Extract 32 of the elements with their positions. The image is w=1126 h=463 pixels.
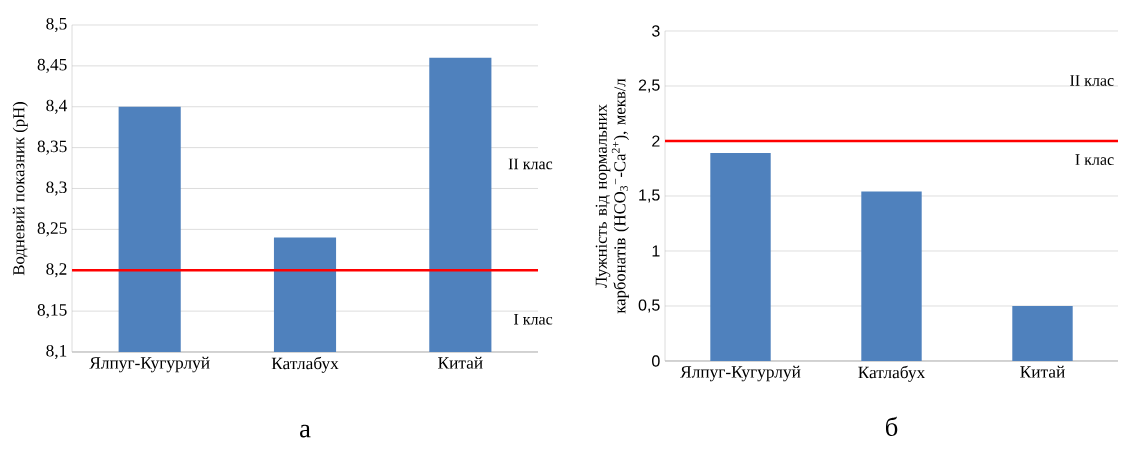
y-tick-label: 1 bbox=[652, 245, 660, 257]
y-tick-label: 1,5 bbox=[639, 189, 660, 203]
y-axis-title: Водневий показник (pH) bbox=[12, 102, 28, 276]
x-tick-label: Катлабух bbox=[858, 365, 926, 382]
y-tick-label: 8,1 bbox=[46, 344, 67, 360]
y-tick-label: 8,5 bbox=[46, 17, 67, 33]
y-tick-label: 8,4 bbox=[46, 99, 68, 114]
x-tick-label: Китай bbox=[438, 356, 483, 369]
y-tick-label: 2,5 bbox=[638, 79, 660, 93]
text: а bbox=[300, 424, 311, 438]
x-tick-label: Ялпуг-Кугурлуй bbox=[680, 365, 801, 382]
x-tick-label: Ялпуг-Кугурлуй bbox=[89, 356, 210, 373]
annotation: I клас bbox=[1075, 154, 1114, 165]
y-tick-label: 8,3 bbox=[46, 181, 67, 196]
x-tick-label: Катлабух bbox=[271, 356, 339, 373]
y-tick-label: 3 bbox=[652, 25, 660, 37]
annotation: II клас bbox=[1070, 75, 1114, 86]
bar bbox=[1012, 305, 1073, 361]
y-tick-label: 8,15 bbox=[37, 304, 67, 319]
y-tick-label: 8,2 bbox=[46, 263, 67, 278]
y-tick-label: 8,25 bbox=[37, 222, 67, 237]
text: б bbox=[885, 416, 898, 437]
annotation: I клас bbox=[514, 313, 553, 325]
y-tick-label: 0,5 bbox=[638, 299, 660, 313]
bar bbox=[861, 191, 922, 361]
y-tick-label: 2 bbox=[652, 135, 660, 147]
y-tick-label: 8,45 bbox=[37, 58, 67, 73]
bar bbox=[710, 153, 771, 361]
x-tick-label: Китай bbox=[1020, 365, 1065, 378]
y-tick-label: 8,35 bbox=[37, 140, 67, 155]
annotation: II клас bbox=[508, 158, 553, 170]
y-tick-label: 0 bbox=[652, 355, 660, 367]
